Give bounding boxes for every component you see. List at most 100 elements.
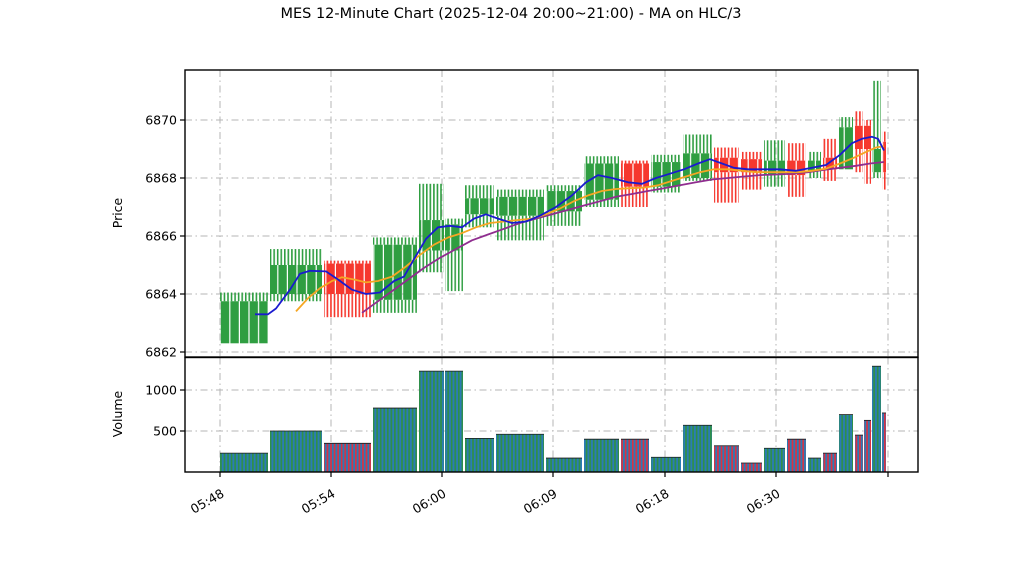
volume-bar: [270, 431, 322, 472]
candle-cluster-body: [465, 198, 494, 215]
upper-wick-comb: [220, 292, 268, 302]
upper-wick-comb: [872, 80, 881, 149]
volume-bars-layer: [220, 365, 886, 472]
lower-wick-comb: [882, 172, 886, 190]
x-tick-label: 05:54: [299, 486, 338, 517]
price-tick-label: 6862: [145, 344, 177, 359]
upper-wick-comb: [808, 151, 821, 161]
chart-title: MES 12-Minute Chart (2025-12-04 20:00~21…: [280, 6, 741, 22]
candle-cluster-body: [445, 224, 463, 251]
volume-bar: [882, 412, 886, 472]
volume-bar: [741, 462, 762, 472]
upper-wick-comb: [270, 249, 322, 265]
volume-bar: [373, 408, 417, 472]
upper-wick-comb: [839, 117, 853, 128]
upper-wick-comb: [546, 185, 582, 192]
volume-axis-label: Volume: [110, 390, 125, 437]
lower-wick-comb: [445, 250, 463, 292]
upper-wick-comb: [496, 189, 544, 197]
upper-wick-comb: [882, 131, 886, 142]
lower-wick-comb: [651, 186, 681, 193]
upper-wick-comb: [419, 183, 444, 221]
candle-cluster-body: [855, 125, 863, 149]
volume-bar: [787, 439, 806, 472]
upper-wick-comb: [683, 134, 712, 154]
candle-cluster-body: [584, 163, 619, 200]
lower-wick-comb: [872, 172, 881, 178]
volume-bar: [764, 448, 785, 472]
price-tick-label: 6864: [145, 286, 177, 301]
candle-cluster-body: [872, 149, 881, 173]
candle-cluster-body: [823, 157, 837, 170]
volume-bar: [546, 458, 582, 472]
upper-wick-comb: [651, 154, 681, 163]
upper-wick-comb: [787, 143, 806, 161]
volume-tick-label: 500: [153, 423, 177, 438]
price-tick-label: 6870: [145, 112, 177, 127]
volume-bar: [864, 420, 871, 472]
lower-wick-comb: [270, 294, 322, 302]
upper-wick-comb: [764, 140, 785, 161]
lower-wick-comb: [764, 175, 785, 187]
price-axis-label: Price: [110, 197, 125, 228]
upper-wick-comb: [324, 260, 371, 264]
x-tick-label: 06:30: [744, 486, 783, 517]
volume-bar: [714, 445, 739, 472]
lower-wick-comb: [683, 178, 712, 181]
lower-wick-comb: [324, 294, 371, 318]
candle-cluster-body: [621, 163, 649, 187]
upper-wick-comb: [741, 151, 762, 160]
x-tick-label: 06:09: [521, 486, 560, 517]
lower-wick-comb: [546, 211, 582, 226]
volume-bar: [445, 371, 463, 472]
volume-panel-border: [184, 356, 919, 473]
ma-fast-blue-line: [255, 135, 885, 316]
volume-bar: [324, 443, 371, 472]
volume-bar: [419, 371, 444, 472]
volume-bar: [496, 434, 544, 472]
candle-cluster-body: [220, 301, 268, 344]
upper-wick-comb: [855, 111, 863, 126]
volume-bar: [683, 425, 712, 472]
ma-slow-purple-line: [361, 161, 885, 314]
volume-bar: [621, 439, 649, 472]
volume-bar: [839, 414, 853, 472]
candle-cluster-body: [683, 153, 712, 178]
ma-mid-orange-line: [295, 145, 885, 313]
price-tick-label: 6868: [145, 170, 177, 185]
upper-wick-comb: [621, 160, 649, 164]
volume-bar: [584, 439, 619, 472]
lower-wick-comb: [808, 170, 821, 178]
upper-wick-comb: [584, 156, 619, 164]
upper-wick-comb: [864, 120, 871, 126]
upper-wick-comb: [714, 147, 739, 158]
upper-wick-comb: [373, 237, 417, 245]
candle-cluster-body: [496, 196, 544, 216]
upper-wick-comb: [823, 138, 837, 158]
volume-tick-label: 1000: [145, 382, 177, 397]
volume-bar: [651, 457, 681, 472]
lower-wick-comb: [787, 175, 806, 197]
lower-wick-comb: [621, 186, 649, 207]
lower-wick-comb: [373, 299, 417, 313]
candle-cluster-body: [808, 160, 821, 171]
volume-bar: [855, 435, 863, 472]
moving-average-lines-layer: [255, 135, 885, 316]
candle-cluster-body: [882, 141, 886, 173]
lower-wick-comb: [864, 149, 871, 184]
lower-wick-comb: [855, 149, 863, 173]
candle-cluster-body: [373, 244, 417, 300]
x-tick-label: 05:48: [188, 486, 227, 517]
volume-bar: [808, 458, 821, 472]
price-tick-label: 6866: [145, 228, 177, 243]
lower-wick-comb: [823, 169, 837, 181]
upper-wick-comb: [465, 185, 494, 199]
volume-bar: [823, 453, 837, 472]
volume-bar: [872, 366, 881, 472]
volume-bar: [465, 438, 494, 472]
x-tick-label: 06:18: [633, 486, 672, 517]
lower-wick-comb: [584, 199, 619, 207]
upper-wick-comb: [445, 218, 463, 225]
